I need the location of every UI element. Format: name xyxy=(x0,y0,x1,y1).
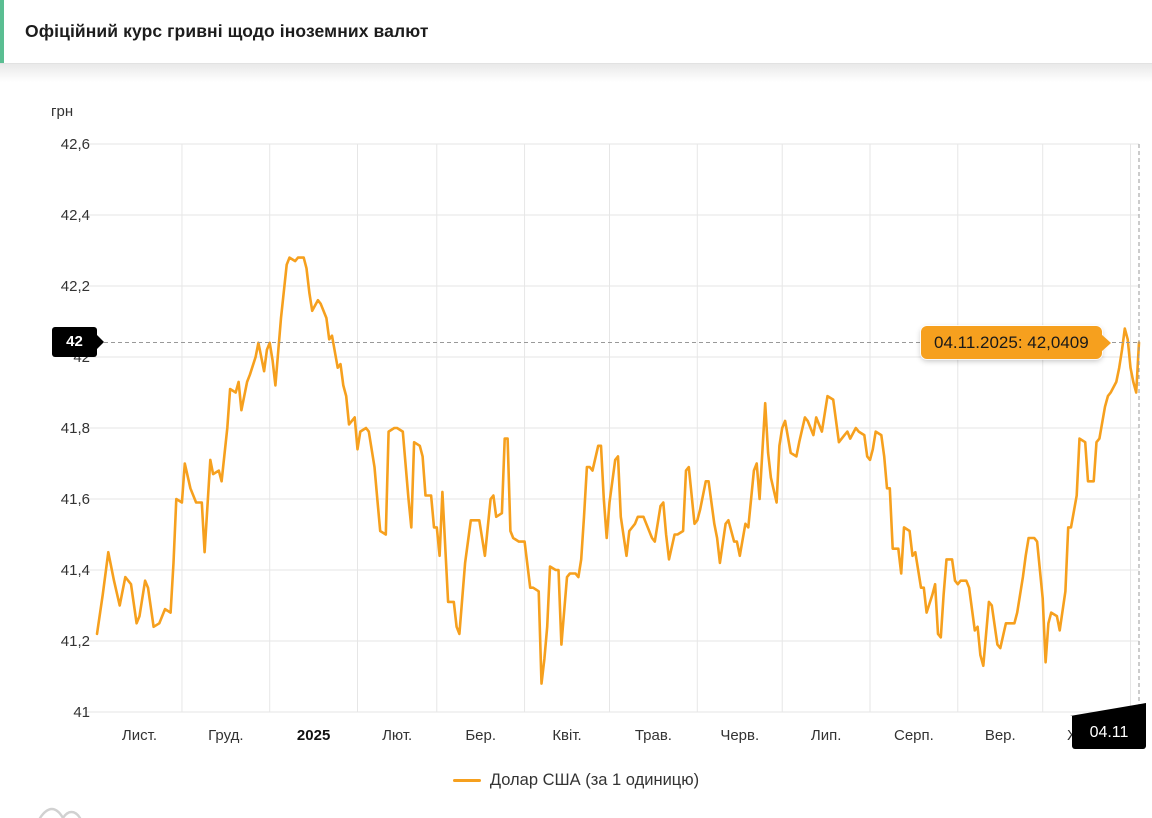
y-tick-label: 41,2 xyxy=(61,633,90,650)
x-tick-label: Бер. xyxy=(465,727,496,744)
page-title: Офіційний курс гривні щодо іноземних вал… xyxy=(25,21,429,41)
header-shadow xyxy=(0,64,1152,82)
crosshair-x-badge: 04.11 xyxy=(1070,703,1146,749)
crosshair-y-badge: 42 xyxy=(52,327,104,357)
legend: Долар США (за 1 одиницю) xyxy=(0,771,1152,790)
x-tick-label: Трав. xyxy=(635,727,672,744)
crosshair-x-badge-label: 04.11 xyxy=(1089,724,1129,741)
x-tick-label: Вер. xyxy=(985,727,1016,744)
y-tick-label: 41,6 xyxy=(61,491,90,508)
x-tick-label: Груд. xyxy=(208,727,243,744)
y-axis-unit-label: грн xyxy=(51,103,74,120)
legend-label: Долар США (за 1 одиницю) xyxy=(489,771,700,789)
tooltip: 04.11.2025: 42,0409 xyxy=(921,326,1111,359)
y-tick-label: 41,8 xyxy=(61,420,90,437)
legend-item-usd[interactable]: Долар США (за 1 одиницю) xyxy=(452,771,700,790)
y-tick-label: 42,6 xyxy=(61,136,90,153)
x-tick-label: Лют. xyxy=(382,727,412,744)
x-tick-label: Лип. xyxy=(811,727,842,744)
x-tick-label: 2025 xyxy=(297,727,330,744)
x-tick-label: Серп. xyxy=(894,727,934,744)
header: Офіційний курс гривні щодо іноземних вал… xyxy=(0,0,1152,64)
tooltip-text: 04.11.2025: 42,0409 xyxy=(934,333,1089,352)
x-tick-label: Лист. xyxy=(122,727,157,744)
y-tick-label: 41 xyxy=(73,704,90,721)
watermark-logo xyxy=(38,807,82,818)
x-tick-label: Черв. xyxy=(720,727,759,744)
header-accent-bar xyxy=(0,0,4,63)
y-tick-label: 41,4 xyxy=(61,562,90,579)
crosshair-y-badge-label: 42 xyxy=(66,333,83,350)
y-tick-label: 42,2 xyxy=(61,278,90,295)
legend-line-icon xyxy=(452,779,481,782)
y-tick-label: 42,4 xyxy=(61,207,90,224)
x-tick-label: Квіт. xyxy=(552,727,581,744)
usd-series-line[interactable] xyxy=(95,256,1141,685)
